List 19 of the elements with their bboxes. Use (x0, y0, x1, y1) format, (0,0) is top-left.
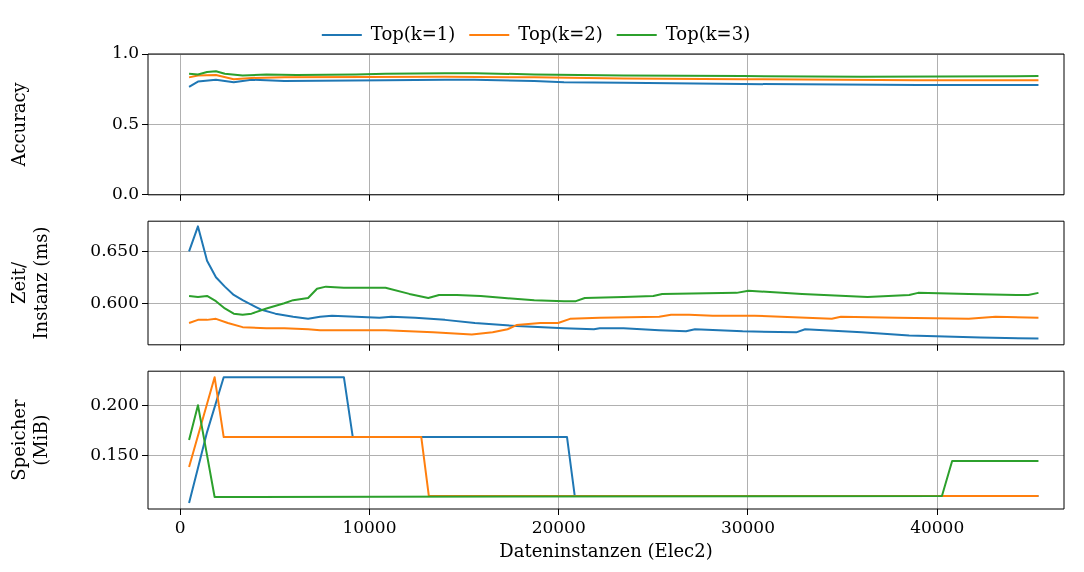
legend-label: Top(k=3) (665, 22, 751, 44)
x-tick-label: 40000 (910, 516, 965, 537)
x-tick-label: 10000 (342, 516, 397, 537)
y-axis-title: Accuracy (8, 81, 30, 168)
legend-label: Top(k=1) (370, 22, 456, 44)
y-tick-label: 1.0 (111, 42, 139, 63)
y-tick-label: 0.0 (111, 183, 139, 204)
x-tick-label: 0 (174, 516, 186, 537)
y-tick-label: 0.600 (90, 291, 139, 312)
y-tick-label: 0.200 (90, 393, 139, 414)
y-axis-title: Speicher (MiB) (8, 399, 52, 481)
x-axis-title: Dateninstanzen (Elec2) (499, 539, 713, 561)
y-axis-title: Zeit/ Instanz (ms) (8, 226, 52, 340)
y-tick-label: 0.5 (111, 112, 139, 133)
y-tick-label: 0.150 (90, 443, 139, 464)
legend-label: Top(k=2) (518, 22, 603, 44)
y-tick-label: 0.650 (90, 239, 139, 260)
x-tick-label: 20000 (531, 516, 586, 537)
x-tick-label: 30000 (720, 516, 775, 537)
